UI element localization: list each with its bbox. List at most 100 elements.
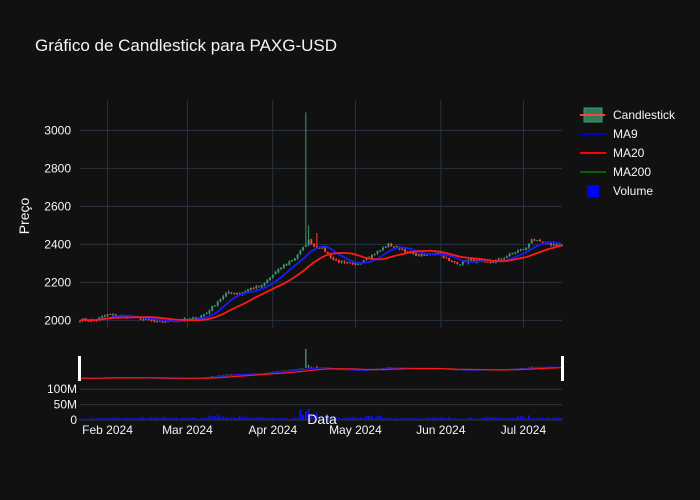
range-ma20-line [79,367,563,379]
range-slider[interactable] [78,348,564,381]
volume-bar [247,417,249,420]
volume-bar [459,418,462,420]
volume-bar [156,417,159,420]
candle-body [222,296,225,300]
volume-bar [208,415,211,420]
candle-body [404,249,406,253]
candle-body [216,301,219,306]
volume-bar [238,415,241,420]
candle-body [285,264,288,266]
candle-body [550,243,552,246]
volume-bar [92,418,95,420]
volume-bar [431,417,434,420]
volume-bar [412,417,415,420]
x-tick-label: Jul 2024 [501,423,547,437]
volume-bar [445,418,448,420]
volume-bar [274,418,277,420]
candle-body [332,257,335,260]
volume-bar [417,417,420,420]
candle-body [514,252,517,254]
volume-bar [214,416,216,420]
volume-bar [382,418,384,420]
candle-body [106,314,109,316]
candle-body [527,243,530,248]
candle-body [379,250,382,252]
candle-body [150,319,153,321]
candle-body [101,316,103,318]
volume-bar [227,417,230,420]
candle-body [260,285,263,288]
volume-bar [249,417,252,420]
candle-body [158,320,161,322]
candle-body [459,264,462,266]
legend[interactable]: Candlestick MA9 MA20 MA200 Volume [580,107,676,198]
candle-body [395,246,398,248]
x-tick-label: Feb 2024 [82,423,133,437]
candle-body [191,317,194,319]
candle-body [351,262,354,264]
candle-body [448,258,451,261]
volume-bar [365,416,368,420]
volume-bar [475,418,478,420]
candle-body [153,320,156,322]
volume-bar [354,417,357,420]
volume-bar [236,417,238,420]
candle-body [348,262,351,264]
volume-bar [266,418,269,420]
candle-body [310,239,313,245]
volume-bar [299,409,302,420]
candle-body [453,261,456,263]
volume-bar [112,417,115,420]
volume-bar [205,417,208,420]
volume-bar [288,418,291,420]
candle-body [340,261,343,263]
volume-bar [525,418,528,420]
candle-body [263,282,266,286]
volume-bar [307,408,310,420]
candle-body [508,253,511,257]
candle-body [103,315,106,317]
volume-bar [536,418,539,420]
volume-bar [453,418,456,420]
x-tick-label: Apr 2024 [248,423,297,437]
candle-body [291,259,294,262]
volume-tick-label: 0 [70,413,77,427]
y-tick-label: 2800 [44,161,71,175]
candle-body [200,315,203,319]
volume-bar [310,414,313,420]
candle-body [205,313,208,315]
main-plot-area [79,112,563,324]
volume-bar [109,417,112,420]
candle-body [238,293,241,295]
candle-body [233,293,236,295]
candle-body [530,239,533,244]
volume-bar [233,417,236,420]
volume-bar [351,417,354,420]
volume-bar [164,417,167,420]
volume-bar [539,417,541,420]
candle-body [277,268,280,273]
volume-bar [486,417,489,420]
candle-body [503,258,506,260]
volume-bar [406,418,409,420]
volume-bar [544,418,547,420]
y-tick-label: 2000 [44,313,71,327]
candle-body [225,293,227,297]
candle-body [326,251,329,254]
candle-body [329,253,332,258]
candle-body [373,254,376,256]
volume-bar [255,417,258,420]
volume-bar [370,416,373,420]
volume-bar [552,417,555,420]
volume-bar [189,417,192,420]
candle-body [214,305,216,307]
volume-bar [348,417,351,420]
candle-body [156,321,159,323]
y-tick-label: 2600 [44,199,71,213]
volume-bar [321,418,324,420]
volume-bar [359,417,362,420]
candle-body [461,261,464,265]
volume-bar [404,417,406,420]
x-tick-label: May 2024 [329,423,382,437]
